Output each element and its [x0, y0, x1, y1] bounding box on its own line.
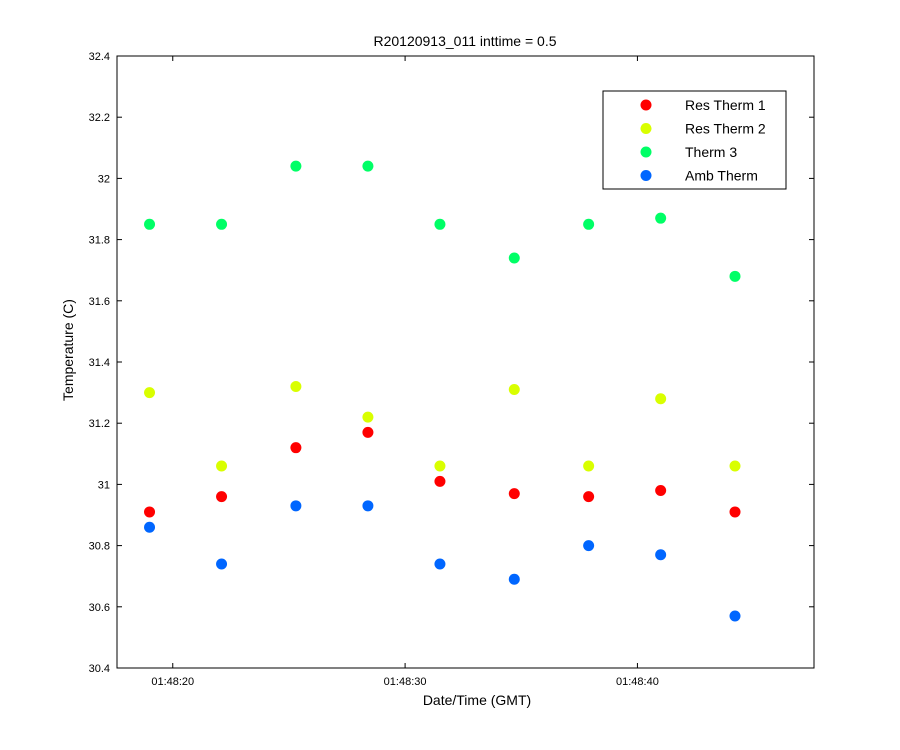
legend-box [602, 90, 787, 190]
point-res-therm-2 [655, 393, 667, 405]
point-res-therm-1 [655, 485, 667, 497]
y-tick-label: 30.8 [89, 541, 110, 553]
point-amb-therm [144, 521, 156, 533]
point-res-therm-1 [729, 506, 741, 518]
point-therm-3 [655, 212, 667, 224]
legend-marker [640, 170, 652, 181]
y-tick-label: 30.4 [89, 663, 110, 675]
legend-label: Amb Therm [685, 168, 758, 184]
x-tick-label: 01:48:40 [616, 676, 659, 688]
point-therm-3 [290, 160, 302, 172]
y-tick-label: 32 [98, 173, 110, 185]
y-tick-label: 32.4 [89, 51, 110, 63]
point-res-therm-2 [434, 460, 446, 472]
x-tick-label: 01:48:30 [384, 676, 427, 688]
point-amb-therm [216, 558, 228, 570]
data-points [144, 160, 741, 622]
point-res-therm-1 [583, 491, 595, 503]
point-therm-3 [508, 252, 520, 264]
y-tick-label: 31.8 [89, 235, 110, 247]
y-tick-label: 31.4 [89, 357, 110, 369]
y-tick-label: 30.6 [89, 602, 110, 614]
legend: Res Therm 1 Res Therm 2 Therm 3 Amb Therm [602, 90, 787, 190]
point-amb-therm [583, 540, 595, 552]
legend-marker [640, 123, 652, 134]
point-therm-3 [216, 218, 228, 230]
legend-label: Therm 3 [685, 144, 737, 160]
y-axis: 30.4 30.6 30.8 31 31.2 31.4 31.6 31.8 32 32.2 32.4 [89, 51, 814, 675]
legend-marker [640, 146, 652, 158]
y-tick-label: 31.6 [89, 296, 110, 308]
point-amb-therm [508, 573, 520, 585]
x-tick-label: 01:48:20 [151, 676, 194, 688]
point-therm-3 [729, 270, 741, 282]
legend-label: Res Therm 1 [685, 97, 766, 113]
point-res-therm-1 [144, 506, 156, 518]
point-res-therm-2 [362, 411, 374, 423]
point-res-therm-1 [434, 475, 446, 487]
point-res-therm-1 [508, 488, 520, 500]
point-amb-therm [655, 549, 667, 561]
legend-marker [640, 99, 652, 111]
y-tick-label: 32.2 [89, 112, 110, 124]
point-amb-therm [729, 610, 741, 622]
point-res-therm-2 [144, 387, 156, 399]
point-therm-3 [434, 218, 446, 230]
chart-title: R20120913_011 inttime = 0.5 [373, 33, 556, 49]
point-res-therm-2 [729, 460, 741, 472]
legend-label: Res Therm 2 [685, 121, 766, 137]
x-axis-title: Date/Time (GMT) [423, 692, 531, 708]
point-res-therm-1 [362, 426, 374, 438]
point-amb-therm [362, 500, 374, 512]
y-tick-label: 31 [98, 479, 110, 491]
point-res-therm-2 [583, 460, 595, 472]
point-res-therm-1 [290, 442, 302, 454]
point-amb-therm [290, 500, 302, 512]
y-tick-label: 31.2 [89, 418, 110, 430]
point-therm-3 [583, 218, 595, 230]
point-amb-therm [434, 558, 446, 570]
point-res-therm-2 [216, 460, 228, 472]
y-axis-title: Temperature (C) [60, 299, 76, 401]
x-axis: 01:48:20 01:48:30 01:48:40 [151, 56, 659, 688]
point-res-therm-2 [508, 384, 520, 396]
point-res-therm-2 [290, 380, 302, 392]
point-therm-3 [144, 218, 156, 230]
point-res-therm-1 [216, 491, 228, 503]
point-therm-3 [362, 160, 374, 172]
